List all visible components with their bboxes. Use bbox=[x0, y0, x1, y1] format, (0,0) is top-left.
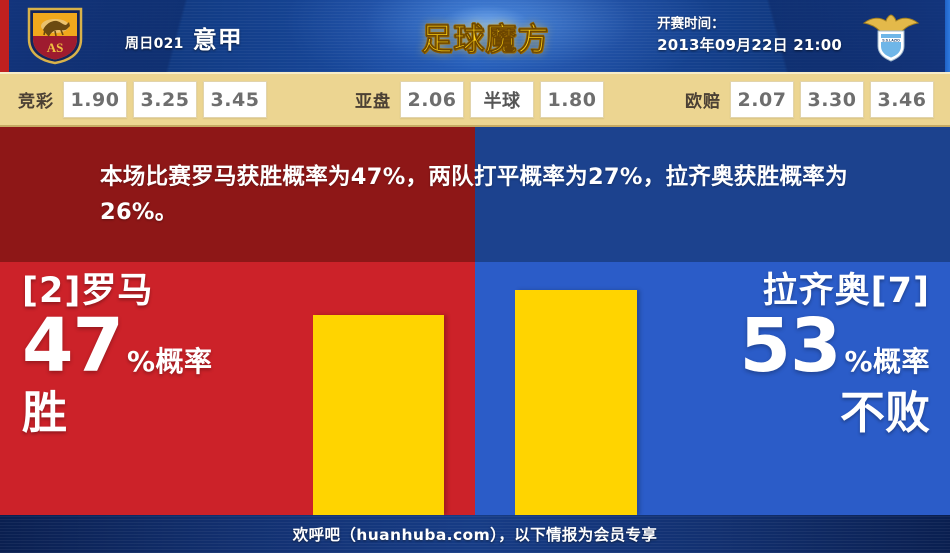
away-outcome-label: 不败 bbox=[839, 385, 930, 439]
svg-text:S.S.LAZIO: S.S.LAZIO bbox=[882, 39, 900, 43]
odds-cell-yapan-1[interactable]: 2.06 bbox=[400, 81, 464, 118]
odds-cell-jingcai-2[interactable]: 3.25 bbox=[133, 81, 197, 118]
odds-group-jingcai: 竞彩 1.90 3.25 3.45 bbox=[18, 81, 267, 118]
home-percent-row: 47 %概率 bbox=[22, 309, 213, 383]
brand-logo-text: 足球魔方 bbox=[421, 21, 550, 58]
probability-statement-text: 本场比赛罗马获胜概率为47%，两队打平概率为27%，拉齐奥获胜概率为26%。 bbox=[100, 163, 848, 225]
kickoff-time: 2013年09月22日 21:00 bbox=[657, 36, 842, 55]
statement-band-left-half bbox=[0, 127, 475, 262]
away-percent-unit: %概率 bbox=[844, 344, 930, 378]
away-team-stats: 拉齐奥[7] 53 %概率 不败 bbox=[739, 272, 930, 436]
odds-cell-yapan-2[interactable]: 1.80 bbox=[540, 81, 604, 118]
as-roma-crest: AS bbox=[26, 6, 84, 66]
footer-bar: 欢呼吧（huanhuba.com），以下情报为会员专享 bbox=[0, 515, 950, 553]
odds-group-label: 竞彩 bbox=[18, 92, 54, 112]
header-right-accent-stripe bbox=[945, 0, 950, 72]
odds-bar: 竞彩 1.90 3.25 3.45 亚盘 2.06 半球 1.80 欧赔 2.0… bbox=[0, 72, 950, 127]
lazio-crest: S.S.LAZIO bbox=[860, 7, 922, 65]
match-title: 周日021 意甲 bbox=[125, 20, 243, 55]
league-name: 意甲 bbox=[192, 26, 243, 54]
odds-group-label: 欧赔 bbox=[685, 92, 721, 112]
home-probability-bar bbox=[313, 315, 444, 515]
probability-chart: [2]罗马 47 %概率 胜 拉齐奥[7] 53 %概率 不败 bbox=[0, 262, 950, 515]
odds-cell-oupei-3[interactable]: 3.46 bbox=[870, 81, 934, 118]
header-bar: AS 周日021 意甲 足球魔方 开赛时间： 2013年09月22日 21:00… bbox=[0, 0, 950, 72]
home-percent-unit: %概率 bbox=[126, 344, 213, 378]
odds-group-yapan: 亚盘 2.06 半球 1.80 bbox=[355, 81, 604, 118]
odds-group-label: 亚盘 bbox=[355, 92, 391, 112]
away-percent-row: 53 %概率 bbox=[739, 309, 930, 383]
home-team-stats: [2]罗马 47 %概率 胜 bbox=[22, 272, 213, 436]
header-left-accent-stripe bbox=[0, 0, 9, 72]
odds-group-oupei: 欧赔 2.07 3.30 3.46 bbox=[685, 81, 934, 118]
home-team-name: [2]罗马 bbox=[22, 271, 154, 311]
away-probability-bar bbox=[515, 290, 637, 515]
brand-logo-glow bbox=[398, 0, 573, 72]
svg-text:AS: AS bbox=[47, 40, 64, 55]
home-percent-value: 47 bbox=[22, 302, 124, 389]
odds-cell-oupei-1[interactable]: 2.07 bbox=[730, 81, 794, 118]
footer-text: 欢呼吧（huanhuba.com），以下情报为会员专享 bbox=[292, 526, 658, 544]
kickoff-info: 开赛时间： 2013年09月22日 21:00 bbox=[657, 14, 842, 57]
brand-logo: 足球魔方 bbox=[398, 0, 573, 72]
odds-cell-jingcai-3[interactable]: 3.45 bbox=[203, 81, 267, 118]
probability-statement-band: 本场比赛罗马获胜概率为47%，两队打平概率为27%，拉齐奥获胜概率为26%。 bbox=[0, 127, 950, 262]
odds-cell-jingcai-1[interactable]: 1.90 bbox=[63, 81, 127, 118]
odds-cell-oupei-2[interactable]: 3.30 bbox=[800, 81, 864, 118]
odds-cell-yapan-handicap[interactable]: 半球 bbox=[470, 81, 534, 118]
away-percent-value: 53 bbox=[739, 302, 841, 389]
kickoff-label: 开赛时间： bbox=[657, 16, 725, 32]
match-number: 周日021 bbox=[125, 36, 184, 52]
home-outcome-label: 胜 bbox=[22, 385, 68, 439]
statement-band-right-half bbox=[475, 127, 950, 262]
away-team-name: 拉齐奥[7] bbox=[762, 271, 930, 311]
